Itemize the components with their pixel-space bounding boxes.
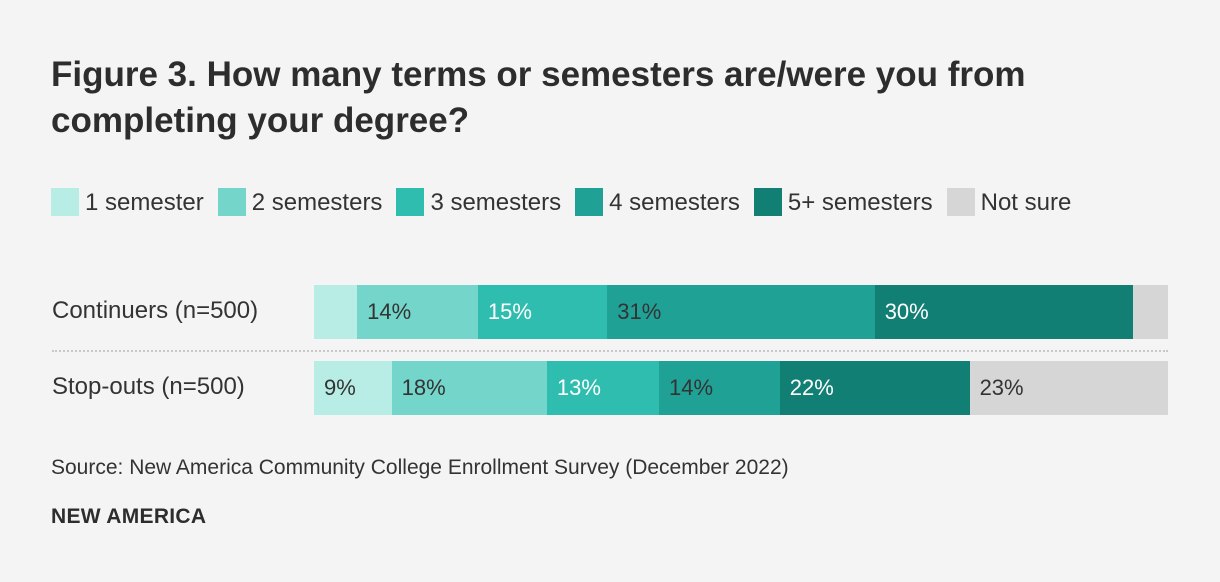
bar-segment: 23% bbox=[969, 361, 1168, 415]
legend-item: 1 semester bbox=[51, 188, 204, 216]
data-label: 14% bbox=[367, 299, 412, 324]
legend-item: Not sure bbox=[946, 188, 1072, 216]
data-label: 22% bbox=[789, 375, 834, 400]
bar-stop-outs: 9% 18% 13% 14% 22% 23% bbox=[314, 361, 1168, 415]
legend-label: 3 semesters bbox=[430, 189, 562, 216]
bar-segment: 9% bbox=[314, 361, 392, 415]
legend-swatch bbox=[217, 188, 246, 216]
bar-segment: 30% bbox=[874, 285, 1134, 339]
bar-continuers: 14% 15% 31% 30% bbox=[314, 285, 1168, 339]
legend-label: 1 semester bbox=[85, 189, 204, 216]
data-label: 13% bbox=[556, 375, 601, 400]
data-label: 15% bbox=[487, 299, 532, 324]
source-note: Source: New America Community College En… bbox=[51, 456, 789, 479]
legend-label: Not sure bbox=[980, 189, 1072, 216]
data-label: 18% bbox=[401, 375, 446, 400]
data-label: 14% bbox=[669, 375, 714, 400]
bar-segment bbox=[314, 285, 358, 339]
legend-swatch bbox=[575, 188, 604, 216]
data-label: 31% bbox=[617, 299, 662, 324]
legend-swatch bbox=[946, 188, 975, 216]
legend-item: 3 semesters bbox=[396, 188, 562, 216]
bar-segment: 15% bbox=[477, 285, 608, 339]
row-label-stop-outs: Stop-outs (n=500) bbox=[52, 373, 245, 400]
legend-swatch bbox=[753, 188, 782, 216]
legend-label: 5+ semesters bbox=[787, 189, 933, 216]
legend: 1 semester 2 semesters 3 semesters 4 semest… bbox=[51, 183, 1166, 223]
row-label-continuers: Continuers (n=500) bbox=[52, 297, 259, 324]
bar-segment: 22% bbox=[779, 361, 970, 415]
bar-segment: 31% bbox=[607, 285, 875, 339]
bar-segment: 14% bbox=[357, 285, 478, 339]
brand-logo-text: NEW AMERICA bbox=[51, 505, 207, 528]
chart-title: Figure 3. How many terms or semesters ar… bbox=[51, 55, 1026, 140]
data-label: 9% bbox=[324, 375, 356, 400]
legend-label: 2 semesters bbox=[251, 189, 383, 216]
bar-segment: 13% bbox=[546, 361, 660, 415]
legend-item: 4 semesters bbox=[575, 188, 740, 216]
data-label: 23% bbox=[979, 375, 1024, 400]
legend-item: 5+ semesters bbox=[753, 188, 933, 216]
legend-swatch bbox=[51, 188, 79, 216]
bar-segment: 18% bbox=[391, 361, 547, 415]
legend-swatch bbox=[396, 188, 425, 216]
row-separator bbox=[52, 350, 1168, 352]
data-label: 30% bbox=[884, 299, 929, 324]
legend-item: 2 semesters bbox=[217, 188, 383, 216]
legend-label: 4 semesters bbox=[609, 189, 740, 216]
bar-segment: 14% bbox=[659, 361, 780, 415]
bar-segment bbox=[1133, 285, 1168, 339]
